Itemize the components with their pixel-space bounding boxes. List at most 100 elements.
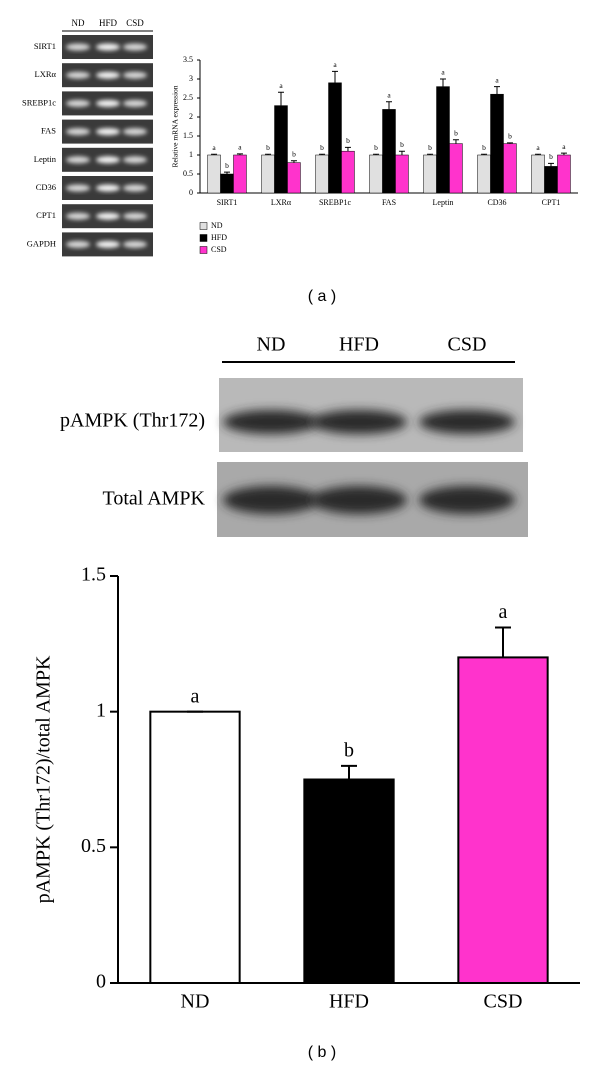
panel-label: ( a ) xyxy=(308,288,336,305)
gel-band xyxy=(123,128,147,136)
bar xyxy=(341,150,355,194)
legend-swatch xyxy=(199,222,208,230)
bar xyxy=(490,93,504,194)
error-bar xyxy=(398,150,405,155)
bar xyxy=(369,154,383,194)
error-bar xyxy=(494,86,500,95)
gel-band xyxy=(66,71,90,79)
legend-label: HFD xyxy=(211,233,227,242)
legend-label: ND xyxy=(211,221,223,230)
error-bar xyxy=(506,142,513,144)
error-bar xyxy=(440,78,446,87)
gel-band xyxy=(96,184,120,192)
significance-letter: b xyxy=(266,143,270,152)
significance-letter: a xyxy=(333,60,337,69)
significance-letter: b xyxy=(225,161,229,170)
gel-gene-label: FAS xyxy=(41,126,56,136)
gel-band xyxy=(66,184,90,192)
x-tick-label: SREBP1c xyxy=(319,198,351,207)
y-tick-label: 1.5 xyxy=(183,131,193,140)
gel-band xyxy=(123,184,147,192)
error-bar xyxy=(452,139,459,144)
error-bar xyxy=(535,153,542,155)
gel-gene-label: GAPDH xyxy=(27,238,56,248)
x-tick-label: Leptin xyxy=(433,198,454,207)
significance-letter: a xyxy=(562,142,566,151)
blot-band xyxy=(223,410,319,434)
gel-band xyxy=(123,71,147,79)
blot-lane-label: ND xyxy=(257,334,286,356)
gel-gene-label: SREBP1c xyxy=(22,97,56,107)
y-tick-label: 3.5 xyxy=(183,55,193,64)
gel-band xyxy=(96,212,120,220)
bar xyxy=(557,154,571,194)
significance-letter: a xyxy=(387,91,391,100)
gel-gene-label: CPT1 xyxy=(36,210,56,220)
bar xyxy=(423,154,437,194)
error-bar xyxy=(481,153,488,155)
bar xyxy=(449,143,463,194)
significance-letter: b xyxy=(454,129,458,138)
gel-band xyxy=(96,71,120,79)
significance-letter: a xyxy=(279,81,283,90)
y-tick-label: 1.5 xyxy=(81,564,106,586)
legend-swatch xyxy=(199,234,208,242)
bar xyxy=(287,162,301,194)
gel-band xyxy=(123,43,147,51)
y-axis-label: pAMPK (Thr172)/total AMPK xyxy=(33,655,55,903)
blot-row-label: Total AMPK xyxy=(103,488,206,510)
bar xyxy=(328,82,342,194)
legend-label: CSD xyxy=(211,245,227,254)
x-tick-label: LXRα xyxy=(271,198,292,207)
bar xyxy=(315,154,329,194)
error-bar xyxy=(236,153,243,155)
panel-label: ( b ) xyxy=(308,1044,336,1061)
error-bar xyxy=(495,626,511,658)
error-bar xyxy=(341,764,357,780)
bar xyxy=(303,778,395,984)
gel-band xyxy=(123,99,147,107)
significance-letter: b xyxy=(549,152,553,161)
bar xyxy=(149,710,241,985)
y-tick-label: 0 xyxy=(96,971,106,993)
y-axis-label: Relative mRNA expression xyxy=(171,85,180,167)
gel-band xyxy=(66,156,90,164)
significance-letter: b xyxy=(374,143,378,152)
blot-band xyxy=(311,486,407,514)
error-bar xyxy=(290,160,297,163)
blot-band xyxy=(419,410,515,434)
gel-band xyxy=(66,212,90,220)
error-bar xyxy=(344,146,351,152)
bar xyxy=(274,105,288,194)
gel-band xyxy=(123,212,147,220)
gel-band xyxy=(96,99,120,107)
y-tick-label: 0 xyxy=(189,188,193,197)
gel-lane-label: CSD xyxy=(126,18,144,28)
error-bar xyxy=(386,101,392,110)
y-tick-label: 1 xyxy=(96,699,106,721)
y-tick-label: 0.5 xyxy=(81,835,106,857)
gel-band xyxy=(96,240,120,248)
error-bar xyxy=(560,152,567,155)
bar xyxy=(503,143,517,194)
gel-band xyxy=(96,128,120,136)
gel-band xyxy=(66,99,90,107)
error-bar xyxy=(332,70,338,83)
blot-band xyxy=(223,486,319,514)
error-bar xyxy=(265,153,272,155)
error-bar xyxy=(211,153,218,155)
blot-row-label: pAMPK (Thr172) xyxy=(60,410,205,432)
significance-letter: b xyxy=(344,740,354,762)
x-tick-label: CD36 xyxy=(487,198,506,207)
gel-band xyxy=(66,240,90,248)
significance-letter: b xyxy=(400,140,404,149)
x-tick-label: HFD xyxy=(329,991,369,1013)
bar xyxy=(457,656,549,985)
bar xyxy=(477,154,491,194)
gel-band xyxy=(66,43,90,51)
gel-band xyxy=(96,156,120,164)
gel-lane-label: HFD xyxy=(99,18,118,28)
y-tick-label: 0.5 xyxy=(183,169,193,178)
blot-b xyxy=(223,410,515,514)
